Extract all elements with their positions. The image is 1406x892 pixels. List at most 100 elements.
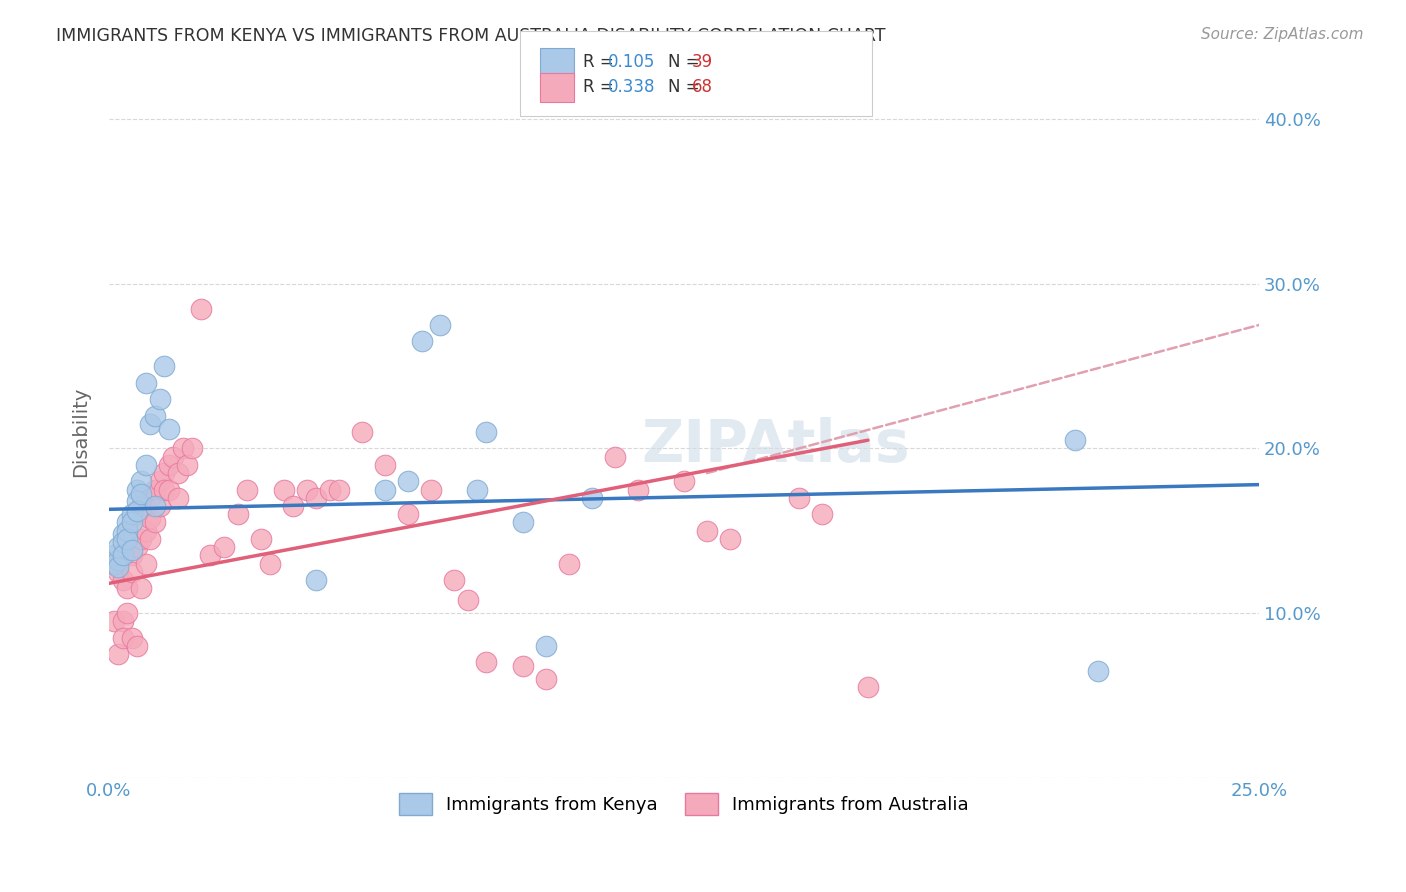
Point <box>420 483 443 497</box>
Point <box>718 532 741 546</box>
Point <box>396 508 419 522</box>
Point <box>107 540 129 554</box>
Point <box>305 573 328 587</box>
Point <box>107 647 129 661</box>
Point <box>411 334 433 349</box>
Text: 0.105: 0.105 <box>607 54 655 71</box>
Point <box>162 450 184 464</box>
Point <box>129 582 152 596</box>
Point <box>129 532 152 546</box>
Point <box>135 499 157 513</box>
Point <box>149 392 172 406</box>
Point <box>157 458 180 472</box>
Point <box>117 606 139 620</box>
Point <box>135 557 157 571</box>
Point <box>350 425 373 439</box>
Point <box>139 417 162 431</box>
Point <box>212 540 235 554</box>
Point <box>198 549 221 563</box>
Point <box>475 656 498 670</box>
Text: N =: N = <box>668 78 704 96</box>
Text: ZIPAtlas: ZIPAtlas <box>641 417 910 475</box>
Point <box>172 442 194 456</box>
Text: N =: N = <box>668 54 704 71</box>
Point <box>135 524 157 538</box>
Point <box>107 560 129 574</box>
Point <box>125 504 148 518</box>
Point <box>103 614 125 628</box>
Point <box>107 553 129 567</box>
Point <box>125 494 148 508</box>
Point <box>125 483 148 497</box>
Point <box>157 483 180 497</box>
Point <box>558 557 581 571</box>
Point <box>374 483 396 497</box>
Point <box>129 475 152 489</box>
Text: R =: R = <box>583 54 620 71</box>
Legend: Immigrants from Kenya, Immigrants from Australia: Immigrants from Kenya, Immigrants from A… <box>391 784 977 824</box>
Point <box>534 639 557 653</box>
Point <box>107 565 129 579</box>
Point <box>143 516 166 530</box>
Point <box>111 535 134 549</box>
Point <box>111 631 134 645</box>
Point <box>443 573 465 587</box>
Point <box>121 508 143 522</box>
Point <box>121 549 143 563</box>
Point <box>273 483 295 497</box>
Point <box>117 524 139 538</box>
Point <box>103 557 125 571</box>
Point <box>465 483 488 497</box>
Point <box>143 499 166 513</box>
Point <box>512 516 534 530</box>
Point <box>236 483 259 497</box>
Point <box>121 631 143 645</box>
Point <box>328 483 350 497</box>
Point <box>167 466 190 480</box>
Point <box>512 658 534 673</box>
Point <box>135 458 157 472</box>
Text: 39: 39 <box>692 54 713 71</box>
Point <box>1064 433 1087 447</box>
Point <box>153 359 176 373</box>
Point <box>157 422 180 436</box>
Point <box>581 491 603 505</box>
Point <box>153 483 176 497</box>
Point <box>125 540 148 554</box>
Point <box>374 458 396 472</box>
Point <box>1087 664 1109 678</box>
Point <box>121 565 143 579</box>
Point <box>103 557 125 571</box>
Point <box>696 524 718 538</box>
Point <box>603 450 626 464</box>
Point <box>103 549 125 563</box>
Point <box>143 409 166 423</box>
Point <box>139 491 162 505</box>
Point <box>125 639 148 653</box>
Point <box>139 510 162 524</box>
Point <box>117 516 139 530</box>
Text: R =: R = <box>583 78 620 96</box>
Point <box>856 680 879 694</box>
Text: Source: ZipAtlas.com: Source: ZipAtlas.com <box>1201 27 1364 42</box>
Point <box>117 582 139 596</box>
Point <box>396 475 419 489</box>
Point <box>153 466 176 480</box>
Point <box>111 614 134 628</box>
Text: 68: 68 <box>692 78 713 96</box>
Text: IMMIGRANTS FROM KENYA VS IMMIGRANTS FROM AUSTRALIA DISABILITY CORRELATION CHART: IMMIGRANTS FROM KENYA VS IMMIGRANTS FROM… <box>56 27 886 45</box>
Point <box>111 573 134 587</box>
Point <box>787 491 810 505</box>
Point <box>457 592 479 607</box>
Point <box>129 499 152 513</box>
Point <box>672 475 695 489</box>
Point <box>135 376 157 390</box>
Point <box>143 483 166 497</box>
Text: 0.338: 0.338 <box>607 78 655 96</box>
Point <box>167 491 190 505</box>
Point <box>121 516 143 530</box>
Point <box>475 425 498 439</box>
Point <box>190 301 212 316</box>
Point <box>534 672 557 686</box>
Point <box>429 318 451 332</box>
